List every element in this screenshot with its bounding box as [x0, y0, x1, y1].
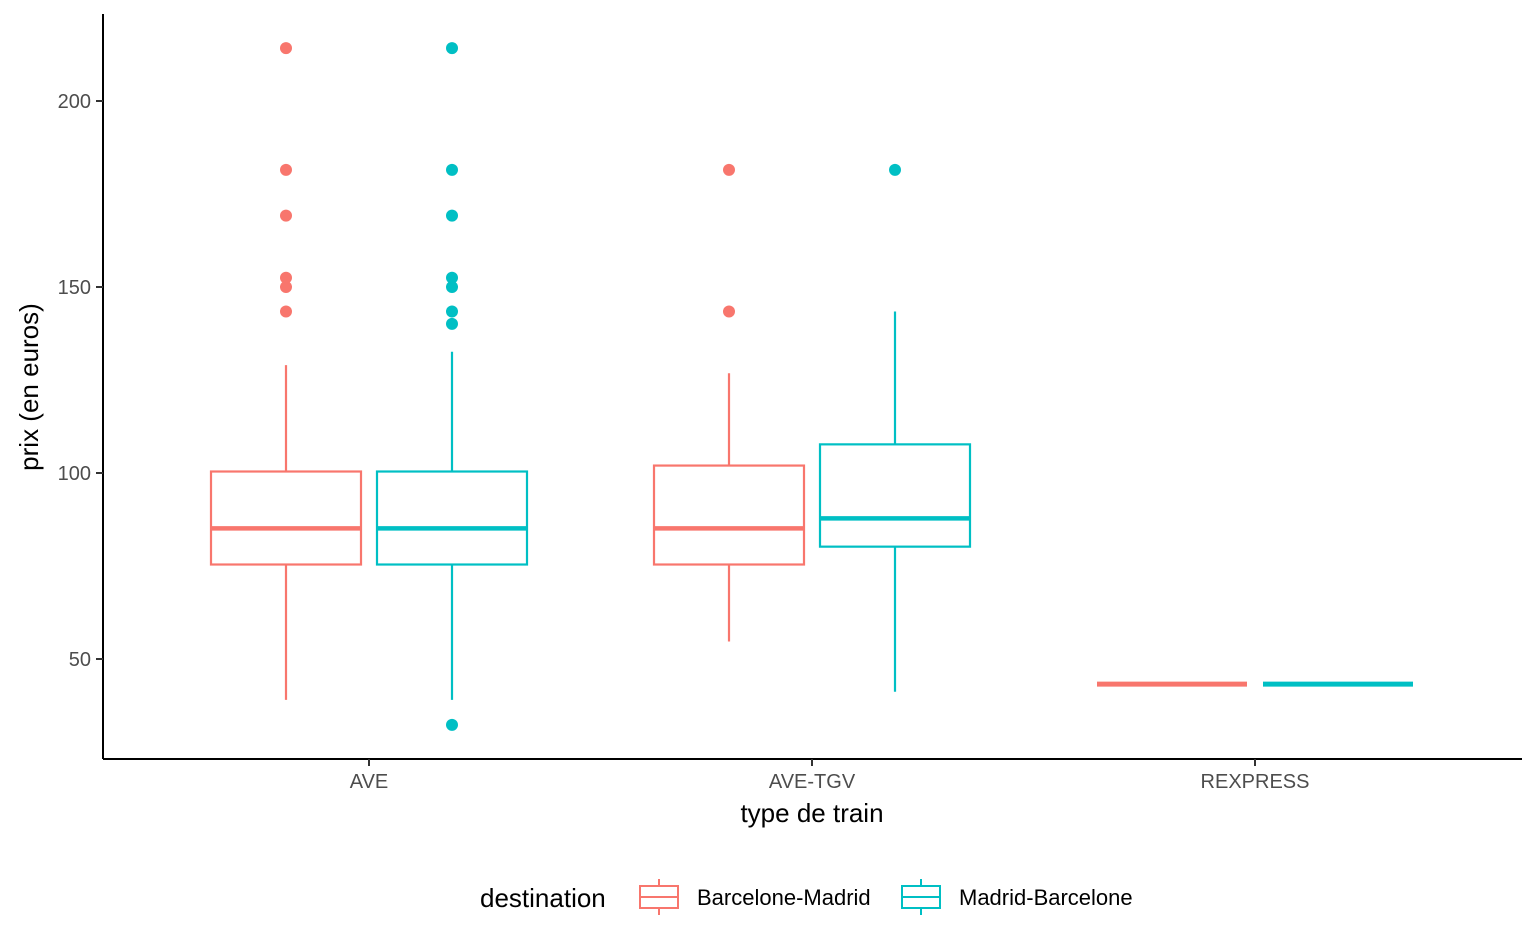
legend-label: Barcelone-Madrid: [697, 885, 871, 910]
outlier-point: [280, 163, 292, 176]
x-axis-title: type de train: [740, 798, 883, 828]
outlier-point: [280, 305, 292, 318]
outlier-point: [723, 305, 735, 318]
outlier-point: [280, 281, 292, 293]
outlier-point: [446, 305, 458, 318]
series-barcelone-madrid: [209, 42, 1247, 700]
box: [652, 464, 806, 566]
axes: type de train prix (en euros) 50 100 150 20…: [14, 14, 1522, 828]
box: [209, 470, 363, 566]
y-tick-label: 150: [58, 277, 91, 299]
outlier-point: [446, 281, 458, 293]
x-tick-label: AVE-TGV: [769, 771, 856, 793]
y-tick-label: 100: [58, 463, 91, 485]
outlier-point: [723, 163, 735, 176]
outlier-point: [280, 42, 292, 55]
series-madrid-barcelone: [375, 42, 1413, 731]
plot-area: [209, 42, 1413, 731]
y-axis-title: prix (en euros): [14, 303, 44, 471]
outlier-point: [446, 718, 458, 731]
outlier-point: [446, 42, 458, 55]
box: [818, 443, 972, 548]
outlier-point: [446, 163, 458, 176]
y-tick-label: 50: [69, 649, 91, 671]
y-tick-label: 200: [58, 91, 91, 113]
outlier-point: [889, 163, 901, 176]
legend-title: destination: [480, 883, 606, 913]
legend-item: Madrid-Barcelone: [901, 879, 1133, 915]
outlier-point: [280, 209, 292, 222]
legend: destination Barcelone-Madrid Madrid-Barce…: [480, 879, 1133, 915]
legend-item: Barcelone-Madrid: [639, 879, 871, 915]
box: [375, 470, 529, 566]
x-tick-label: REXPRESS: [1201, 771, 1310, 793]
outlier-point: [446, 317, 458, 330]
outlier-point: [446, 271, 458, 284]
outlier-point: [280, 271, 292, 284]
outlier-point: [446, 209, 458, 222]
x-tick-label: AVE: [350, 771, 389, 793]
legend-label: Madrid-Barcelone: [959, 885, 1133, 910]
